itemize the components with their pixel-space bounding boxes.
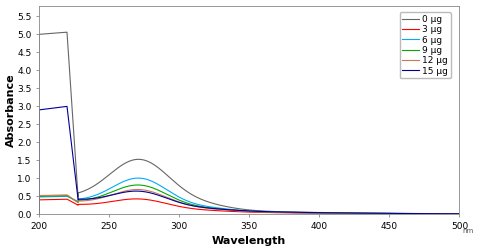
3 μg: [448, 212, 454, 215]
6 μg: [456, 212, 462, 215]
3 μg: [133, 197, 139, 200]
6 μg: [197, 203, 203, 206]
Line: 12 μg: 12 μg: [39, 190, 459, 214]
Line: 3 μg: 3 μg: [39, 199, 459, 214]
3 μg: [216, 209, 221, 212]
9 μg: [197, 205, 203, 208]
0 μg: [216, 203, 221, 206]
15 μg: [448, 212, 454, 215]
9 μg: [36, 213, 42, 216]
3 μg: [84, 203, 90, 206]
12 μg: [84, 199, 90, 202]
Legend: 0 μg, 3 μg, 6 μg, 9 μg, 12 μg, 15 μg: 0 μg, 3 μg, 6 μg, 9 μg, 12 μg, 15 μg: [399, 12, 451, 78]
3 μg: [36, 213, 42, 216]
15 μg: [84, 198, 90, 201]
12 μg: [403, 212, 409, 215]
9 μg: [109, 191, 115, 194]
12 μg: [456, 212, 462, 215]
12 μg: [448, 212, 454, 215]
15 μg: [109, 193, 115, 196]
6 μg: [109, 186, 115, 189]
0 μg: [197, 197, 203, 200]
15 μg: [197, 205, 203, 208]
6 μg: [136, 177, 141, 180]
0 μg: [403, 212, 409, 215]
Line: 0 μg: 0 μg: [39, 32, 459, 214]
9 μg: [135, 183, 141, 186]
12 μg: [197, 206, 203, 209]
0 μg: [109, 171, 115, 174]
15 μg: [456, 212, 462, 215]
15 μg: [403, 212, 409, 215]
0 μg: [84, 188, 90, 191]
3 μg: [403, 212, 409, 215]
12 μg: [36, 213, 42, 216]
Line: 6 μg: 6 μg: [39, 178, 459, 214]
0 μg: [36, 213, 42, 216]
0 μg: [448, 212, 454, 215]
6 μg: [448, 212, 454, 215]
Y-axis label: Absorbance: Absorbance: [6, 73, 15, 147]
9 μg: [448, 212, 454, 215]
9 μg: [84, 198, 90, 201]
0 μg: [456, 212, 462, 215]
Line: 9 μg: 9 μg: [39, 185, 459, 214]
Text: nm: nm: [462, 228, 473, 234]
3 μg: [456, 212, 462, 215]
15 μg: [216, 207, 221, 210]
12 μg: [216, 208, 221, 211]
6 μg: [84, 196, 90, 199]
6 μg: [216, 206, 221, 209]
Line: 15 μg: 15 μg: [39, 106, 459, 214]
9 μg: [216, 207, 221, 210]
6 μg: [36, 213, 42, 216]
9 μg: [403, 212, 409, 215]
15 μg: [64, 105, 70, 108]
12 μg: [109, 193, 115, 196]
3 μg: [109, 200, 115, 203]
12 μg: [135, 188, 140, 191]
9 μg: [456, 212, 462, 215]
6 μg: [403, 212, 409, 215]
15 μg: [36, 213, 42, 216]
0 μg: [64, 31, 70, 34]
3 μg: [197, 208, 203, 211]
X-axis label: Wavelength: Wavelength: [212, 236, 286, 246]
